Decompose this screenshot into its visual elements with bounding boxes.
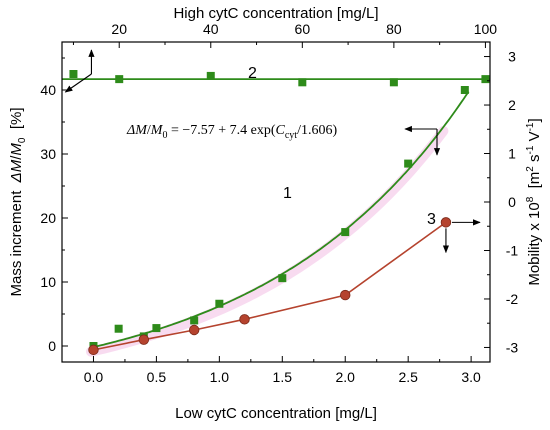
x-bottom-tick-label: 1.0 — [210, 369, 230, 385]
series-3-point — [188, 324, 200, 336]
x-bottom-tick-label: 0.5 — [147, 369, 167, 385]
y-right-tick-label: -3 — [506, 339, 519, 355]
y-left-tick-label: 0 — [48, 338, 56, 354]
x-bottom-tick-label: 1.5 — [273, 369, 293, 385]
series-2-point — [115, 75, 124, 84]
x-top-tick-label: 20 — [111, 21, 127, 37]
y-axis-left-label: Mass increment ΔM/M0 [%] — [8, 107, 28, 296]
series-1-point — [341, 228, 350, 237]
series-1-point — [404, 159, 413, 168]
series-3-point — [340, 289, 351, 301]
y-left-tick-label: 40 — [40, 82, 56, 98]
series-2-point — [298, 78, 307, 87]
series-label-2: 2 — [248, 65, 257, 82]
x-top-tick-label: 40 — [203, 21, 219, 37]
series-2-point — [481, 75, 490, 84]
series-1-point — [215, 299, 224, 308]
y-left-tick-label: 10 — [40, 274, 56, 290]
x-top-tick-label: 100 — [474, 21, 498, 37]
series-2-point — [69, 70, 78, 78]
x-top-tick-label: 80 — [386, 21, 402, 37]
series-1-point — [114, 324, 123, 333]
marker-layer — [69, 70, 490, 356]
series-3-point — [138, 334, 150, 345]
y-right-tick-label: -1 — [506, 242, 519, 258]
series-1-point — [278, 274, 287, 283]
x-bottom-tick-label: 3.0 — [461, 369, 481, 385]
y-left-tick-label: 20 — [40, 210, 56, 226]
y-axis-right-label: Mobility x 108 [m2 s-1 V-1] — [525, 118, 543, 285]
y-right-tick-label: 0 — [508, 194, 516, 210]
series-2-point — [206, 71, 215, 80]
x-bottom-tick-label: 2.5 — [398, 369, 418, 385]
x-axis-top-label: High cytC concentration [mg/L] — [173, 5, 378, 22]
y-left-tick-label: 30 — [40, 146, 56, 162]
annotation-layer — [64, 49, 481, 254]
x-top-tick-label: 60 — [295, 21, 311, 37]
y-right-tick-label: 1 — [508, 146, 516, 162]
series-3-point — [88, 344, 99, 356]
series-1-point — [152, 324, 161, 333]
series-2-point — [389, 78, 398, 87]
highlight-band — [86, 126, 449, 357]
x-bottom-tick-label: 2.0 — [336, 369, 356, 385]
highlight-layer — [86, 126, 449, 357]
y-right-tick-label: 3 — [508, 49, 516, 65]
y-right-tick-label: 2 — [508, 97, 516, 113]
axis-layer: 0.0 0.5 1.0 1.5 2.0 2.5 3.020 40 60 80 10001020304… — [40, 21, 518, 385]
series-3-line — [93, 221, 447, 351]
series-3-point — [440, 217, 452, 228]
series-label-3: 3 — [427, 211, 436, 228]
x-bottom-tick-label: 0.0 — [84, 369, 104, 385]
fit-equation: ΔM/M0 = −7.57 + 7.4 exp(Ccyt/1.606) — [126, 123, 337, 141]
series-label-1: 1 — [283, 185, 292, 202]
x-axis-bottom-label: Low cytC concentration [mg/L] — [175, 405, 377, 422]
series-1-point — [190, 316, 199, 325]
series-1-point — [460, 86, 469, 94]
series-2-arrow-left-axis — [64, 73, 92, 93]
series-3-point — [239, 314, 250, 325]
y-right-tick-label: -2 — [506, 291, 519, 307]
